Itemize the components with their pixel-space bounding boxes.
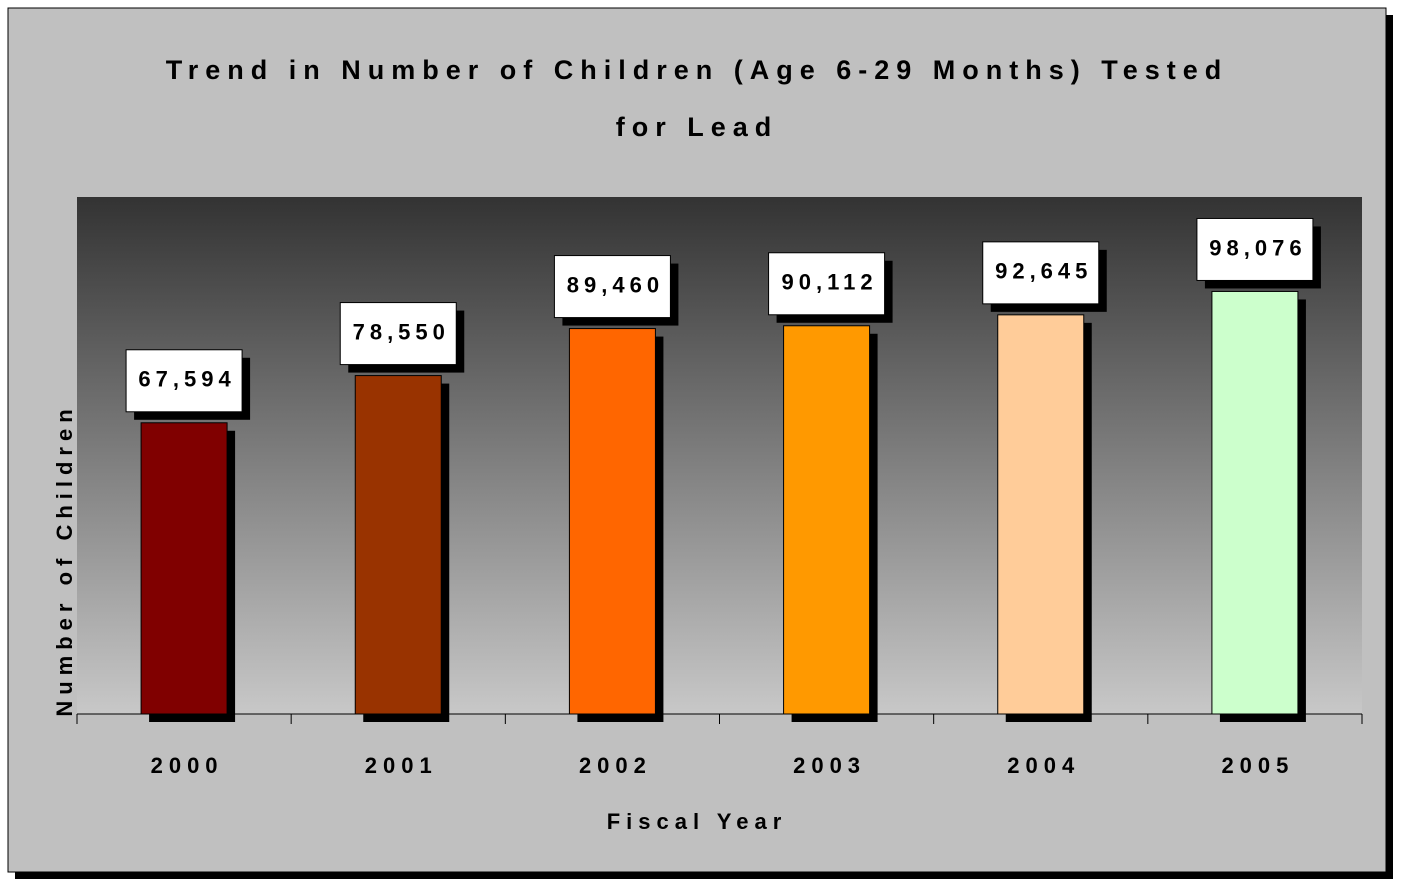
value-label: 89,460 bbox=[567, 272, 664, 297]
bar bbox=[783, 325, 871, 715]
value-label-box bbox=[339, 302, 457, 366]
bar bbox=[568, 328, 656, 715]
bar bbox=[997, 314, 1085, 715]
value-label-box bbox=[553, 255, 671, 319]
value-label: 67,594 bbox=[138, 367, 235, 392]
x-tick-label: 2000 bbox=[151, 753, 224, 778]
value-label: 78,550 bbox=[353, 319, 450, 344]
x-tick-label: 2005 bbox=[1221, 753, 1294, 778]
bar bbox=[140, 422, 228, 715]
value-label-box bbox=[1196, 217, 1314, 281]
value-label: 98,076 bbox=[1209, 235, 1306, 260]
x-axis-title: Fiscal Year bbox=[607, 809, 788, 834]
chart-title: Trend in Number of Children (Age 6-29 Mo… bbox=[165, 55, 1229, 142]
plot-area bbox=[77, 197, 1362, 714]
x-tick-label: 2004 bbox=[1007, 753, 1080, 778]
bar bbox=[354, 375, 442, 715]
x-tick-label: 2002 bbox=[579, 753, 652, 778]
bar bbox=[1211, 290, 1299, 715]
value-label-box bbox=[768, 252, 886, 316]
value-label: 90,112 bbox=[782, 270, 878, 295]
value-label-box bbox=[125, 349, 243, 413]
y-axis-title: Number of Children bbox=[52, 403, 77, 716]
value-label: 92,645 bbox=[995, 259, 1092, 284]
x-tick-label: 2003 bbox=[793, 753, 866, 778]
x-tick-label: 2001 bbox=[365, 753, 438, 778]
value-label-box bbox=[982, 241, 1100, 305]
